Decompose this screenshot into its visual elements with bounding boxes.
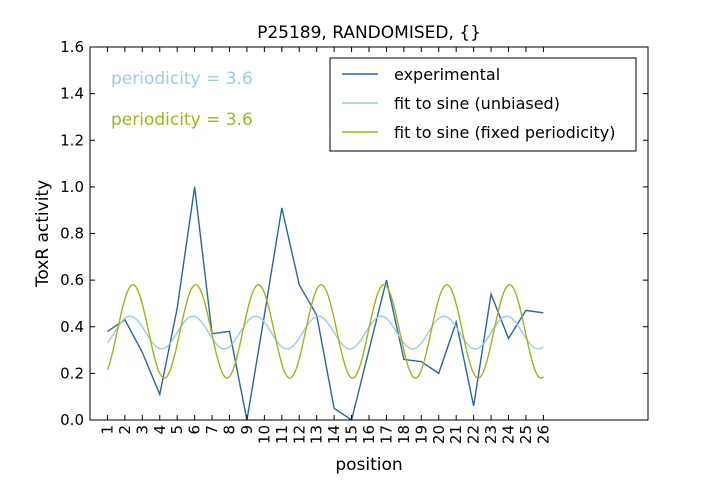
y-tick-label: 0.4 bbox=[60, 318, 84, 336]
y-tick-label: 0.0 bbox=[60, 411, 84, 429]
y-tick-label: 1.4 bbox=[60, 85, 84, 103]
x-tick-label: 22 bbox=[465, 425, 483, 444]
x-tick-label: 4 bbox=[151, 425, 169, 435]
periodicity-annotation: periodicity = 3.6 bbox=[111, 110, 253, 130]
x-tick-label: 13 bbox=[308, 425, 326, 444]
x-tick-label: 16 bbox=[360, 425, 378, 444]
x-tick-label: 25 bbox=[517, 425, 535, 444]
x-tick-label: 23 bbox=[482, 425, 500, 444]
y-tick-label: 1.2 bbox=[60, 131, 84, 149]
annotations: periodicity = 3.6 periodicity = 3.6 bbox=[111, 69, 253, 130]
legend-label: fit to sine (fixed periodicity) bbox=[394, 123, 615, 142]
y-axis-label: ToxR activity bbox=[33, 180, 53, 288]
x-tick-label: 24 bbox=[500, 425, 518, 444]
x-tick-label: 1 bbox=[98, 425, 116, 435]
x-axis-label: position bbox=[335, 455, 402, 475]
x-axis: 1 2 3 4 5 6 7 8 9 10 11 12 13 14 15 16 17 18 19 20 21 22 23 24 2… bbox=[98, 47, 552, 444]
x-tick-label: 6 bbox=[186, 425, 204, 435]
x-tick-label: 17 bbox=[377, 425, 395, 444]
y-tick-label: 1.6 bbox=[60, 38, 84, 56]
x-tick-label: 20 bbox=[430, 425, 448, 444]
series-line-1 bbox=[107, 186, 544, 420]
x-tick-label: 9 bbox=[238, 425, 256, 435]
legend-box bbox=[329, 57, 637, 152]
x-tick-label: 11 bbox=[273, 425, 291, 444]
legend-label: experimental bbox=[394, 65, 500, 84]
x-tick-label: 18 bbox=[395, 425, 413, 444]
x-tick-label: 19 bbox=[412, 425, 430, 444]
x-tick-label: 7 bbox=[203, 425, 221, 435]
chart-title: P25189, RANDOMISED, {} bbox=[257, 23, 481, 43]
x-tick-label: 21 bbox=[447, 425, 465, 444]
x-tick-label: 12 bbox=[290, 425, 308, 444]
x-tick-label: 5 bbox=[168, 425, 186, 435]
legend-label: fit to sine (unbiased) bbox=[394, 94, 560, 113]
y-tick-label: 0.6 bbox=[60, 271, 84, 289]
x-tick-label: 15 bbox=[343, 425, 361, 444]
series-group bbox=[106, 186, 544, 420]
y-tick-label: 1.0 bbox=[60, 178, 84, 196]
x-tick-label: 10 bbox=[255, 425, 273, 444]
x-tick-label: 14 bbox=[325, 425, 343, 444]
y-tick-label: 0.2 bbox=[60, 364, 84, 382]
periodicity-annotation: periodicity = 3.6 bbox=[111, 69, 253, 89]
x-tick-label: 8 bbox=[221, 425, 239, 435]
legend: experimental fit to sine (unbiased) fit to… bbox=[329, 57, 637, 152]
x-tick-label: 2 bbox=[116, 425, 134, 435]
x-tick-label: 3 bbox=[133, 425, 151, 435]
series-line-3 bbox=[106, 284, 544, 379]
y-axis: 0.0 0.2 0.4 0.6 0.8 1.0 1.2 1.4 1.6 bbox=[60, 38, 648, 429]
y-tick-label: 0.8 bbox=[60, 225, 84, 243]
x-tick-label: 26 bbox=[534, 425, 552, 444]
